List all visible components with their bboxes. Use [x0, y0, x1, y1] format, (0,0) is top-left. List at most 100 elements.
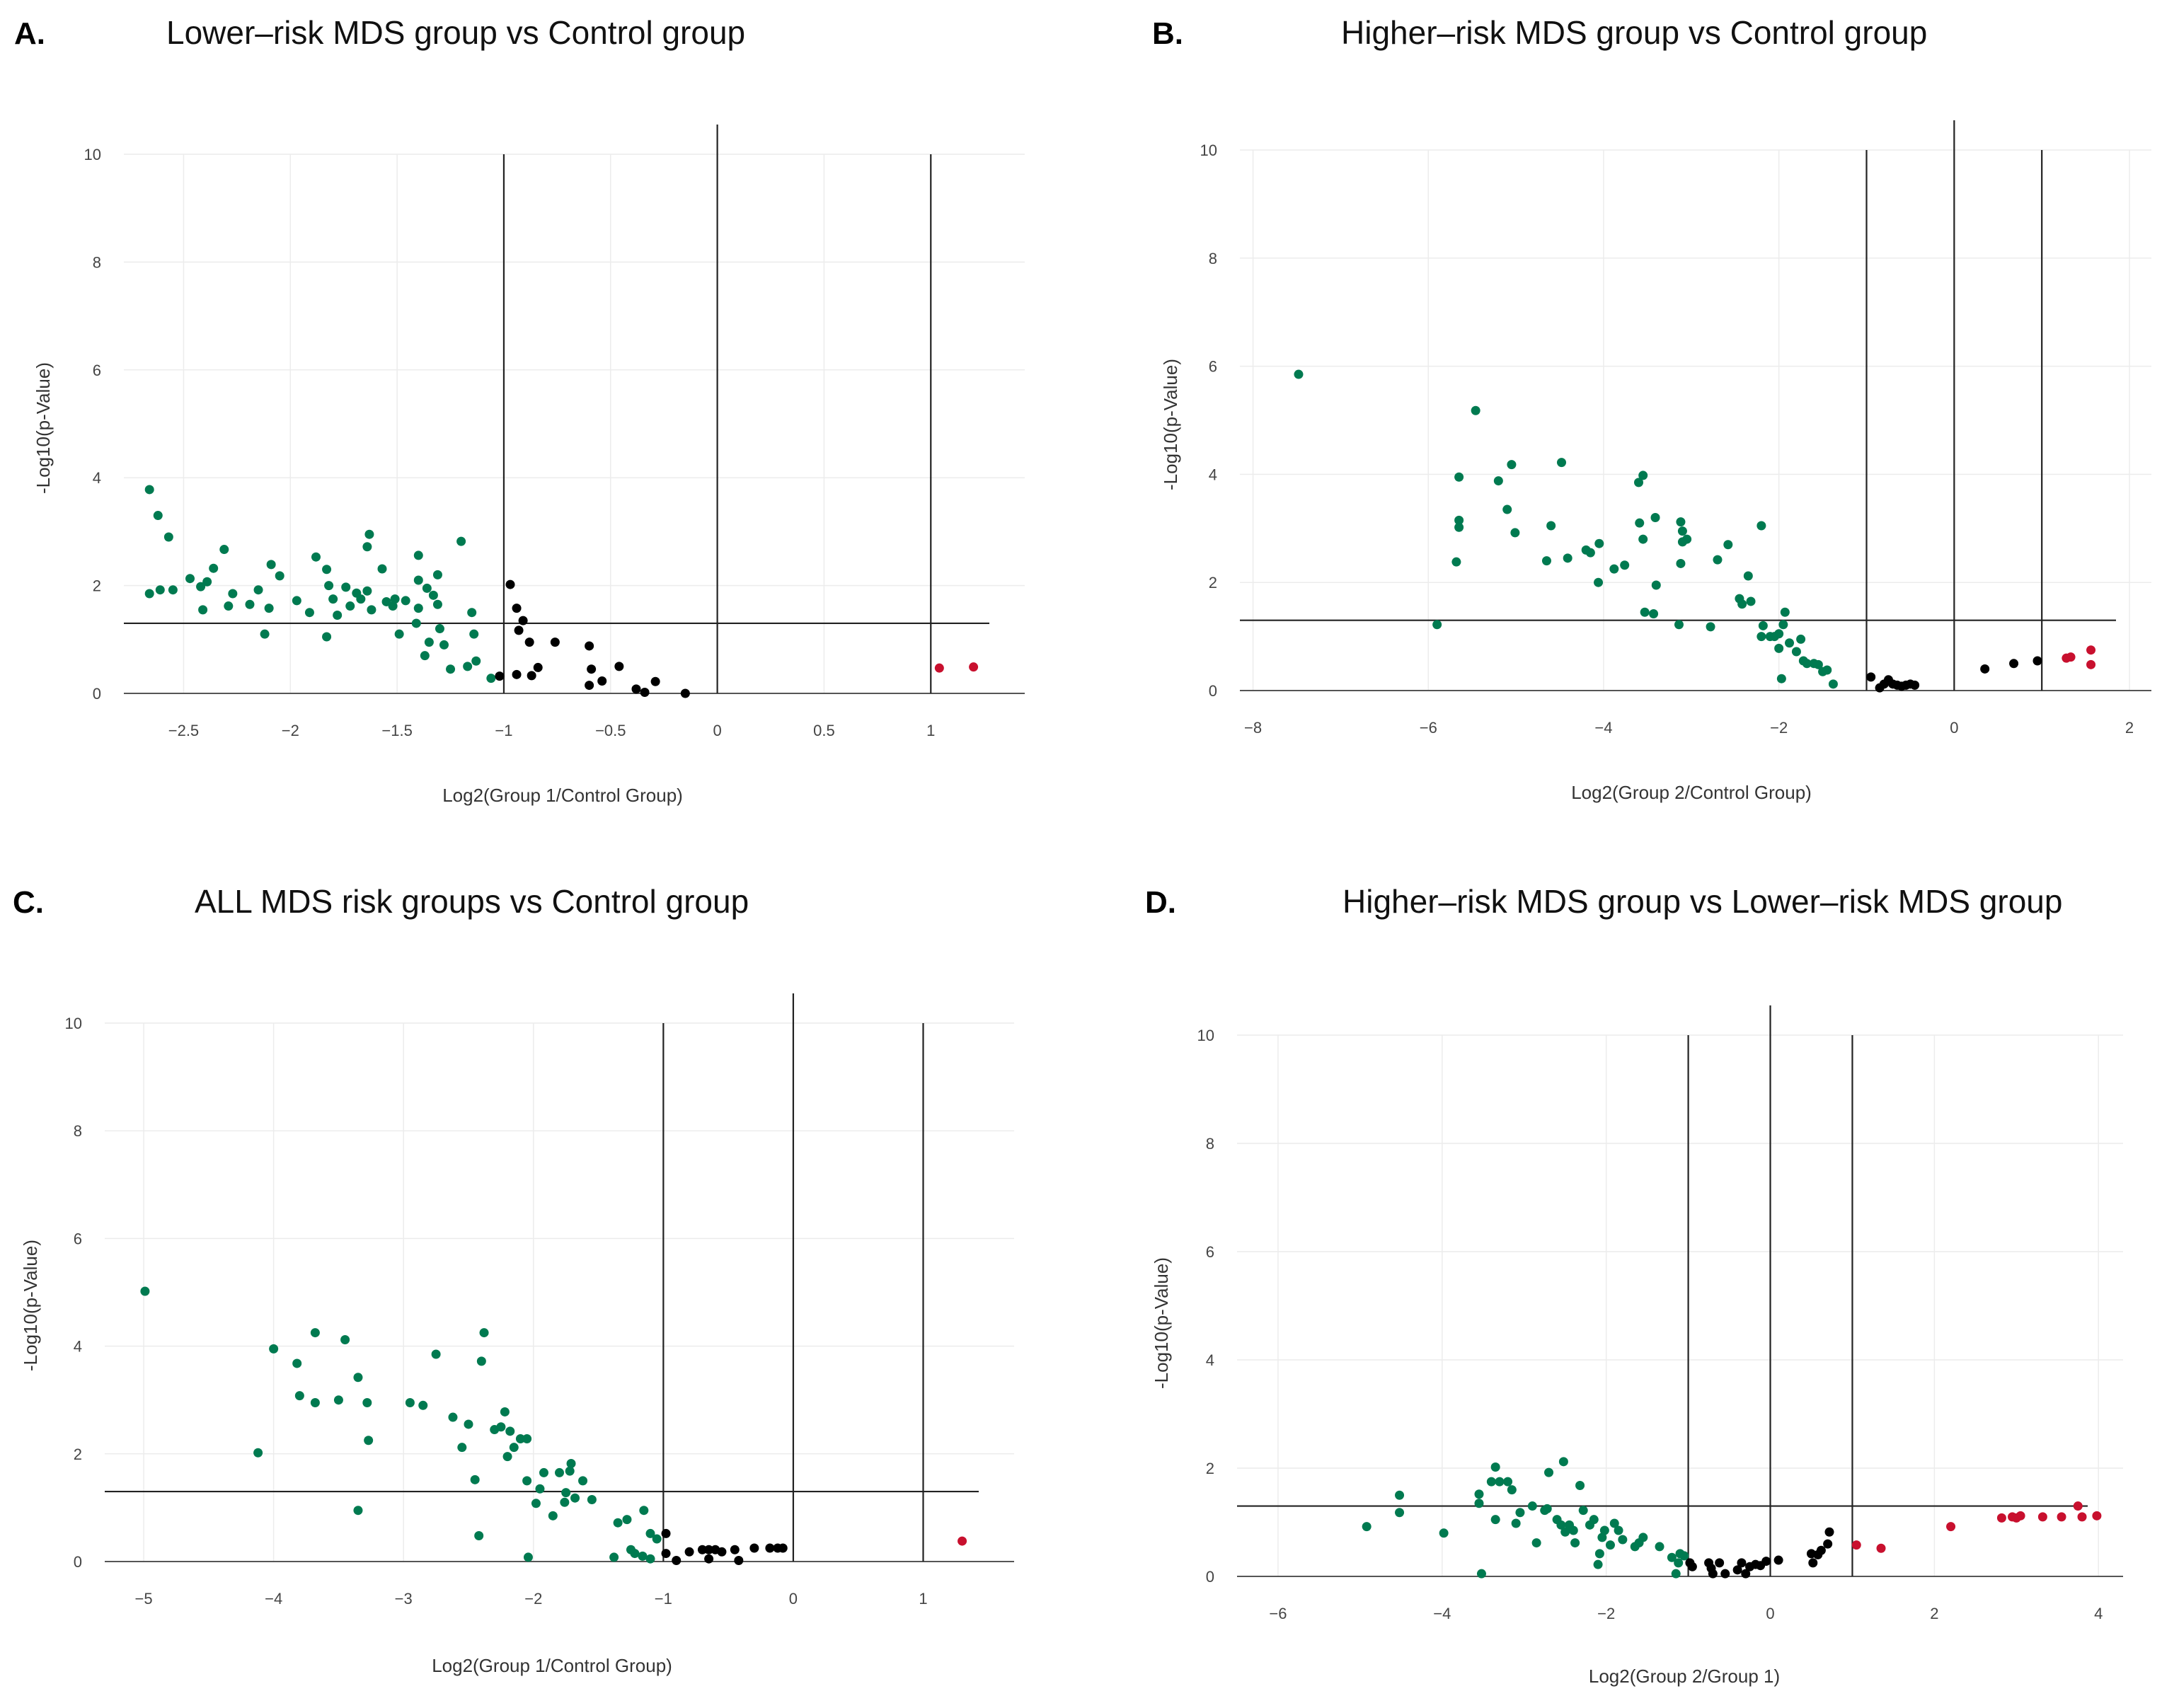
panel-c-point-ns [734, 1555, 744, 1565]
panel-c-point-down [500, 1407, 510, 1416]
panel-a-point-down [311, 552, 321, 562]
panel-d-title: Higher–risk MDS group vs Lower–risk MDS … [1342, 883, 2062, 920]
panel-d-point-down [1503, 1477, 1513, 1487]
panel-b-point-down [1635, 518, 1645, 528]
panel-c-point-down [531, 1499, 541, 1508]
panel-d-point-down [1495, 1477, 1505, 1487]
panel-b-point-down [1676, 517, 1686, 527]
panel-a-point-ns [587, 664, 597, 674]
panel-c-point-down [294, 1391, 304, 1401]
panel-b-xtick-label: −2 [1770, 719, 1788, 737]
panel-d-ytick-label: 0 [1206, 1568, 1214, 1586]
panel-a-point-down [324, 581, 334, 591]
panel-d-point-up [2077, 1512, 2087, 1522]
panel-a-point-down [362, 586, 372, 596]
panel-d-point-ns [1761, 1557, 1771, 1566]
panel-d-point-ns [1823, 1539, 1833, 1549]
panel-c-point-down [638, 1551, 648, 1561]
panel-b-point-down [1743, 571, 1753, 581]
panel-a-point-down [253, 585, 263, 595]
panel-c-point-down [353, 1373, 363, 1383]
panel-d-point-up [2092, 1511, 2102, 1521]
panel-a-point-down [322, 565, 332, 575]
panel-a-ytick-label: 8 [93, 253, 101, 271]
panel-c-point-down [479, 1328, 489, 1338]
panel-b-point-down [1822, 665, 1832, 675]
panel-d-xtick-label: 4 [2094, 1605, 2103, 1622]
panel-d-point-ns [1773, 1555, 1783, 1565]
panel-d-point-down [1476, 1569, 1486, 1579]
panel-c-point-down [539, 1467, 548, 1477]
panel-d-point-down [1671, 1569, 1681, 1579]
panel-c-point-down [140, 1286, 150, 1296]
panel-b-point-down [1776, 674, 1786, 683]
panel-c-point-ns [730, 1545, 740, 1554]
panel-a: A. Lower–risk MDS group vs Control group… [14, 14, 1025, 806]
panel-a-ytick-label: 4 [93, 469, 101, 487]
panel-c-point-down [457, 1443, 467, 1453]
panel-a-point-ns [585, 641, 594, 651]
panel-a-point-down [304, 608, 314, 618]
panel-d-point-down [1599, 1525, 1609, 1535]
panel-a-point-down [367, 605, 376, 615]
panel-c-point-down [652, 1534, 662, 1544]
panel-b-point-down [1640, 607, 1650, 617]
panel-d: D. Higher–risk MDS group vs Lower–risk M… [1145, 883, 2123, 1687]
panel-d-point-down [1614, 1525, 1623, 1535]
panel-a-point-down [463, 662, 473, 671]
panel-a-xtick-label: −2.5 [168, 722, 199, 739]
panel-b-point-down [1828, 679, 1838, 689]
panel-b-point-down [1620, 560, 1630, 570]
panel-d-ytick-label: 4 [1206, 1351, 1214, 1369]
panel-b-plot: 0 2 4 6 8 10 −8 −6 −4 −2 0 2 [1200, 120, 2151, 737]
panel-a-point-down [168, 585, 178, 595]
panel-c-point-down [353, 1506, 363, 1516]
panel-b-point-down [1634, 478, 1643, 487]
panel-b-point-down [1638, 471, 1648, 480]
panel-a-point-down [260, 629, 270, 639]
panel-a-point-down [328, 594, 338, 604]
panel-d-point-up [2037, 1512, 2047, 1522]
panel-b-point-down [1563, 553, 1572, 563]
panel-b-point-down [1802, 659, 1812, 669]
panel-b-xtick-label: −4 [1594, 719, 1612, 737]
panel-c-point-down [555, 1467, 564, 1477]
panel-d-plot: 0 2 4 6 8 10 −6 −4 −2 0 2 4 [1197, 1005, 2123, 1622]
panel-a-point-ns [514, 625, 524, 635]
panel-b-point-up [2086, 645, 2096, 655]
panel-c-xtick-label: −3 [395, 1590, 413, 1608]
panel-d-point-down [1560, 1527, 1570, 1537]
panel-b-point-ns [1910, 680, 1920, 690]
panel-d-point-down [1544, 1467, 1554, 1477]
panel-b-point-up [2086, 659, 2096, 669]
panel-a-point-ns [614, 662, 624, 671]
panel-c-ylabel: -Log10(p-Value) [20, 1240, 41, 1371]
panel-c-point-down [476, 1356, 486, 1366]
panel-d-point-down [1570, 1538, 1580, 1548]
panel-b-point-down [1813, 659, 1823, 669]
panel-d-point-down [1618, 1535, 1628, 1545]
panel-c-letter: C. [13, 885, 44, 920]
panel-c-point-down [570, 1493, 580, 1503]
panel-d-ytick-label: 10 [1197, 1027, 1214, 1044]
panel-b-point-down [1778, 620, 1788, 630]
panel-a-ytick-label: 0 [93, 685, 101, 703]
panel-d-point-down [1542, 1504, 1552, 1513]
panel-a-point-down [390, 594, 400, 604]
panel-d-point-ns [1808, 1558, 1818, 1568]
panel-d-point-down [1674, 1558, 1684, 1568]
panel-b-point-up [2066, 652, 2076, 662]
panel-b-ytick-label: 10 [1200, 142, 1217, 159]
panel-a-point-ns [597, 676, 607, 686]
panel-c-ytick-label: 8 [74, 1122, 82, 1140]
panel-a-point-down [228, 589, 238, 599]
panel-d-point-down [1655, 1542, 1664, 1552]
panel-d-point-ns [1737, 1558, 1747, 1568]
panel-d-xlabel: Log2(Group 2/Group 1) [1589, 1666, 1780, 1687]
panel-c-point-down [431, 1349, 441, 1359]
panel-a-ylabel: -Log10(p-Value) [33, 362, 54, 494]
panel-d-xtick-label: −4 [1433, 1605, 1451, 1622]
panel-c-point-ns [672, 1555, 682, 1565]
panel-b-point-down [1594, 577, 1604, 587]
panel-b-point-ns [2032, 656, 2042, 666]
